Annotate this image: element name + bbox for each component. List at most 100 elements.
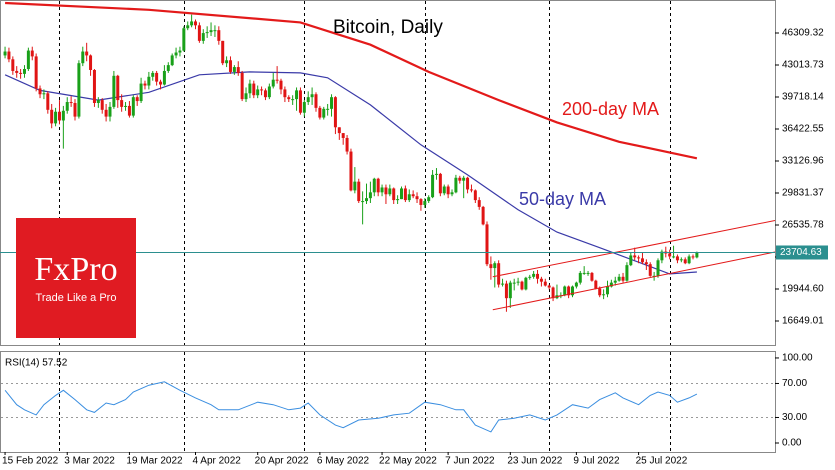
candle-body <box>306 97 310 103</box>
candle-body <box>625 265 629 281</box>
x-tick-label: 22 May 2022 <box>379 456 437 467</box>
channel-line <box>492 220 776 278</box>
y-tick-label: 19944.60 <box>782 284 824 295</box>
channel-line <box>492 251 776 311</box>
candle-body <box>197 25 201 41</box>
candle-body <box>57 111 61 121</box>
candle-body <box>190 21 194 26</box>
candle-body <box>516 281 520 283</box>
candle-body <box>174 52 178 56</box>
candle-body <box>135 97 139 102</box>
candle-body <box>427 197 431 202</box>
candle-body <box>11 59 15 71</box>
candle-body <box>602 294 606 296</box>
candle-body <box>291 99 295 101</box>
candle-body <box>392 188 396 201</box>
candle-body <box>3 51 7 56</box>
candle-body <box>143 83 147 86</box>
candle-body <box>69 102 73 104</box>
candle-body <box>298 90 302 113</box>
candle-body <box>679 259 683 261</box>
candle-body <box>50 109 54 124</box>
candle-body <box>162 70 166 85</box>
candle-body <box>283 89 287 98</box>
y-tick-label: 36422.55 <box>782 124 824 135</box>
logo-text: FxPro <box>34 251 117 288</box>
candle-body <box>73 103 77 117</box>
candle-body <box>100 100 104 110</box>
candle-body <box>668 253 672 257</box>
candle-body <box>536 273 540 279</box>
candle-body <box>178 50 182 53</box>
candle-body <box>139 83 143 102</box>
candle-body <box>368 192 372 199</box>
candle-body <box>42 93 46 95</box>
candle-body <box>271 79 275 87</box>
candle-body <box>295 90 299 100</box>
candle-body <box>598 288 602 296</box>
candle-body <box>590 272 594 281</box>
candle-body <box>77 63 81 117</box>
rsi-panel-frame <box>0 351 776 453</box>
x-tick-label: 6 May 2022 <box>317 456 370 467</box>
candle-body <box>155 72 159 82</box>
candle-body <box>571 286 575 296</box>
candle-body <box>236 67 240 73</box>
x-tick-label: 25 Jul 2022 <box>636 456 688 467</box>
candle-body <box>256 89 260 96</box>
candle-body <box>318 107 322 118</box>
candle-body <box>617 276 621 281</box>
candle-body <box>365 198 369 202</box>
candle-body <box>7 51 11 60</box>
candle-body <box>120 100 124 107</box>
candle-body <box>372 178 376 193</box>
candle-body <box>124 105 128 107</box>
candle-body <box>644 262 648 265</box>
candle-body <box>275 79 279 81</box>
rsi-tick-label: 70.00 <box>782 378 807 389</box>
candle-body <box>225 60 229 64</box>
candle-body <box>193 21 197 26</box>
candle-body <box>302 102 306 113</box>
candle-body <box>252 83 256 96</box>
x-tick-label: 19 Mar 2022 <box>126 456 183 467</box>
last-price-label: 23704.63 <box>780 247 822 258</box>
candle-body <box>411 194 415 197</box>
candle-body <box>333 97 337 128</box>
candle-body <box>209 30 213 33</box>
candle-body <box>640 258 644 263</box>
rsi-tick-label: 0.00 <box>782 438 802 449</box>
last-price-box <box>776 245 828 260</box>
candle-body <box>403 188 407 201</box>
candle-body <box>481 206 485 225</box>
y-tick-label: 39718.14 <box>782 92 824 103</box>
candle-body <box>330 97 334 109</box>
x-tick-label: 3 Mar 2022 <box>64 456 115 467</box>
candle-body <box>605 286 609 295</box>
candle-body <box>469 189 473 191</box>
y-tick-label: 33126.96 <box>782 156 824 167</box>
rsi-tick-label: 100.00 <box>782 353 813 364</box>
candle-body <box>81 51 85 64</box>
candle-body <box>322 108 326 118</box>
candle-body <box>112 75 116 107</box>
price-panel-frame <box>0 0 776 346</box>
candle-body <box>543 281 547 286</box>
candle-body <box>695 252 699 258</box>
candle-body <box>431 174 435 198</box>
candle-body <box>485 224 489 265</box>
candle-body <box>423 201 427 205</box>
candle-body <box>504 283 508 299</box>
candle-body <box>687 256 691 264</box>
chart-title: Bitcoin, Daily <box>333 17 443 38</box>
candle-body <box>656 260 660 276</box>
candle-body <box>477 200 481 207</box>
candle-body <box>493 263 497 269</box>
candle-body <box>166 65 170 71</box>
x-tick-label: 20 Apr 2022 <box>255 456 309 467</box>
candle-body <box>380 187 384 193</box>
candle-body <box>683 259 687 264</box>
candle-body <box>85 51 89 56</box>
